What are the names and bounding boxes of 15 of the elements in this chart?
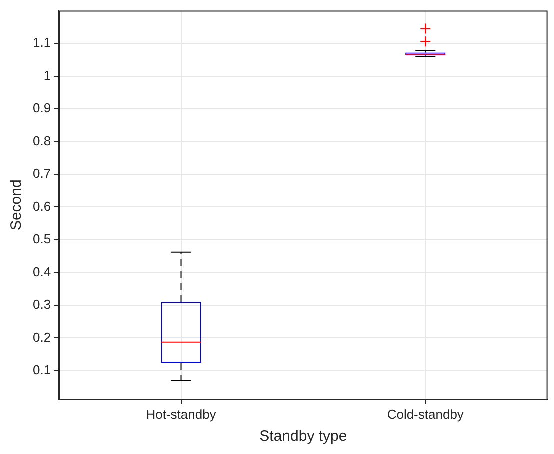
y-tick-label: 0.7 bbox=[32, 166, 52, 182]
y-tick-label: 1.1 bbox=[32, 35, 52, 50]
y-tick-label: 1 bbox=[44, 68, 52, 83]
y-tick-label: 0.4 bbox=[32, 264, 52, 280]
x-axis-title: Standby type bbox=[260, 428, 348, 446]
y-tick-label: 0.2 bbox=[32, 330, 52, 345]
y-tick-label: 0.5 bbox=[32, 232, 52, 247]
y-tick-label: 0.1 bbox=[32, 362, 52, 378]
y-tick-label: 0.3 bbox=[32, 297, 52, 312]
y-axis-title: Second bbox=[8, 180, 26, 231]
x-tick-label: Hot-standby bbox=[146, 406, 217, 422]
x-tick-label: Cold-standby bbox=[387, 406, 464, 422]
y-tick-label: 0.6 bbox=[32, 198, 52, 214]
y-tick-label: 0.8 bbox=[32, 133, 52, 148]
y-tick-label: 0.9 bbox=[32, 100, 52, 116]
